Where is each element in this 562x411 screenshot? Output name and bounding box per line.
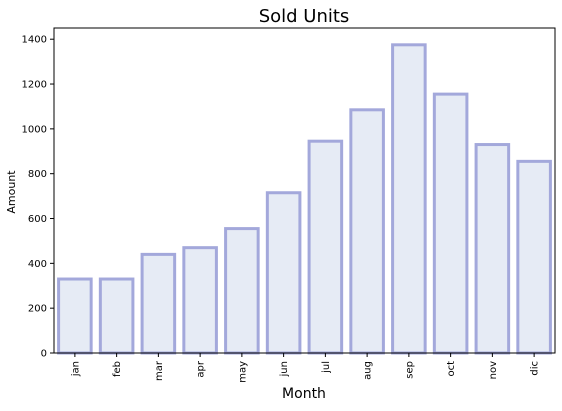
x-tick-label: may (237, 361, 248, 383)
x-tick-label: nov (488, 361, 499, 379)
y-tick-label: 1200 (22, 80, 47, 91)
bar-may (224, 227, 260, 355)
y-tick-label: 1400 (22, 35, 47, 46)
bar-feb (98, 277, 135, 355)
y-tick-label: 400 (28, 259, 47, 270)
x-tick-label: oct (446, 361, 457, 377)
y-tick-label: 600 (28, 214, 47, 225)
bar-nov (474, 143, 511, 355)
plot-frame (53, 27, 556, 354)
x-axis-label: Month (282, 386, 326, 402)
bar-aug (349, 108, 385, 355)
x-tick-label: jul (321, 361, 332, 374)
x-tick-label: mar (154, 360, 165, 381)
x-tick-label: feb (112, 361, 123, 377)
bar-jun (265, 191, 302, 355)
y-axis-label: Amount (5, 170, 18, 214)
bar-sep (391, 43, 427, 355)
y-tick-label: 200 (28, 304, 47, 315)
y-tick-label: 1000 (22, 124, 47, 135)
bar-dic (516, 159, 552, 355)
x-tick-label: jan (70, 361, 81, 377)
bar-oct (432, 92, 469, 355)
chart-title: Sold Units (259, 6, 350, 27)
x-tick-label: aug (363, 361, 374, 380)
x-tick-label: jun (279, 361, 290, 377)
x-tick-label: sep (404, 361, 415, 379)
y-tick-label: 800 (28, 169, 47, 180)
plot-area: 0 200 400 600 800 1000 1200 1400 jan feb mar apr may… (22, 27, 556, 383)
bar-jan (57, 277, 93, 355)
bar-jul (307, 139, 344, 355)
x-tick-label: apr (196, 360, 207, 377)
bar-mar (140, 252, 177, 355)
x-tick-label: dic (530, 361, 541, 376)
y-tick-label: 0 (41, 349, 47, 360)
bar-apr (182, 246, 218, 355)
